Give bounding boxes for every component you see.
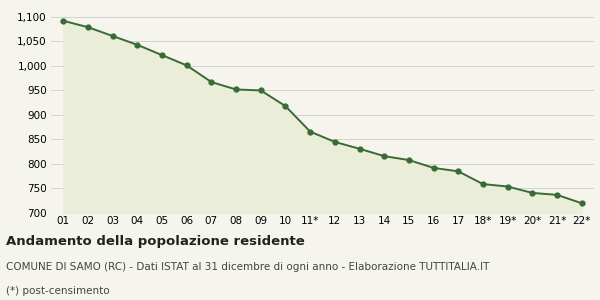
Text: (*) post-censimento: (*) post-censimento [6,286,110,296]
Text: COMUNE DI SAMO (RC) - Dati ISTAT al 31 dicembre di ogni anno - Elaborazione TUTT: COMUNE DI SAMO (RC) - Dati ISTAT al 31 d… [6,262,490,272]
Text: Andamento della popolazione residente: Andamento della popolazione residente [6,236,305,248]
